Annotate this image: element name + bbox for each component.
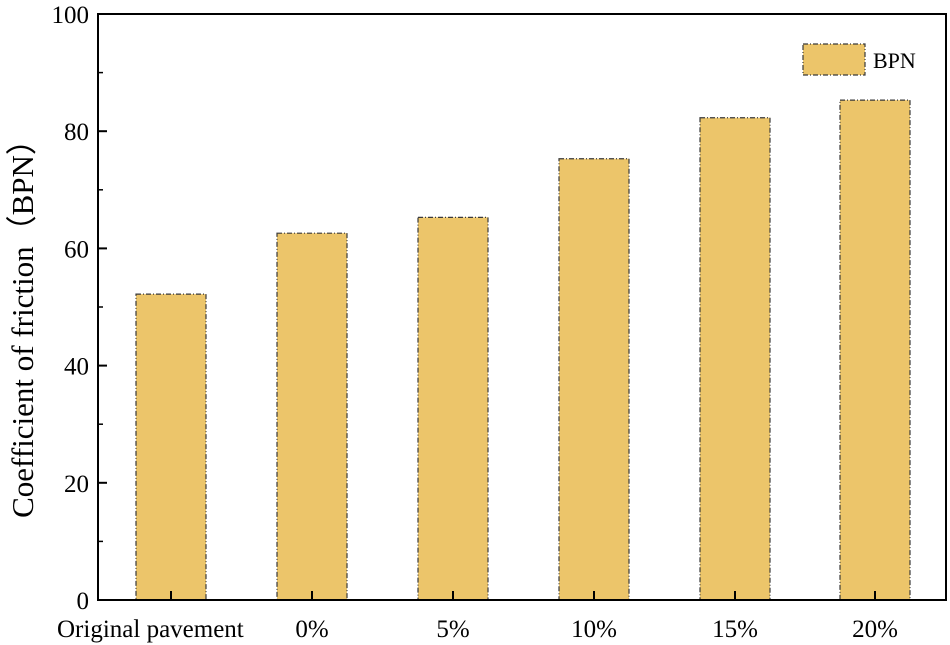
x-tick-label-1: 0%	[295, 616, 328, 643]
bar-5	[839, 99, 911, 601]
bar-2	[417, 216, 489, 601]
plot-frame	[97, 13, 947, 601]
y-tick-label-5: 100	[52, 2, 90, 29]
y-tick-label-1: 20	[64, 471, 89, 498]
x-tick-label-4: 15%	[712, 616, 758, 643]
x-tick-label-5: 20%	[852, 616, 898, 643]
bar-4	[699, 117, 771, 601]
x-tick-label-0: Original pavement	[57, 616, 244, 643]
x-axis-ticks: Original pavement 0% 5% 10% 15% 20%	[57, 591, 898, 643]
y-tick-label-3: 60	[64, 236, 89, 263]
y-tick-label-2: 40	[64, 354, 89, 381]
axes-layer	[97, 13, 947, 601]
x-tick-label-2: 5%	[436, 616, 469, 643]
y-axis-title: Coefficient of friction（BPN）	[5, 124, 40, 518]
y-axis-ticks: 0 20 40 60 80 100	[52, 2, 107, 615]
bar-3	[558, 158, 630, 601]
x-tick-label-3: 10%	[571, 616, 617, 643]
bars-layer	[135, 99, 911, 601]
bar-1	[276, 232, 348, 601]
legend-swatch	[802, 43, 866, 76]
bar-0	[135, 293, 207, 601]
y-tick-label-0: 0	[77, 588, 90, 615]
legend-label: BPN	[873, 48, 916, 73]
y-tick-label-4: 80	[64, 119, 89, 146]
legend: BPN	[802, 43, 916, 76]
